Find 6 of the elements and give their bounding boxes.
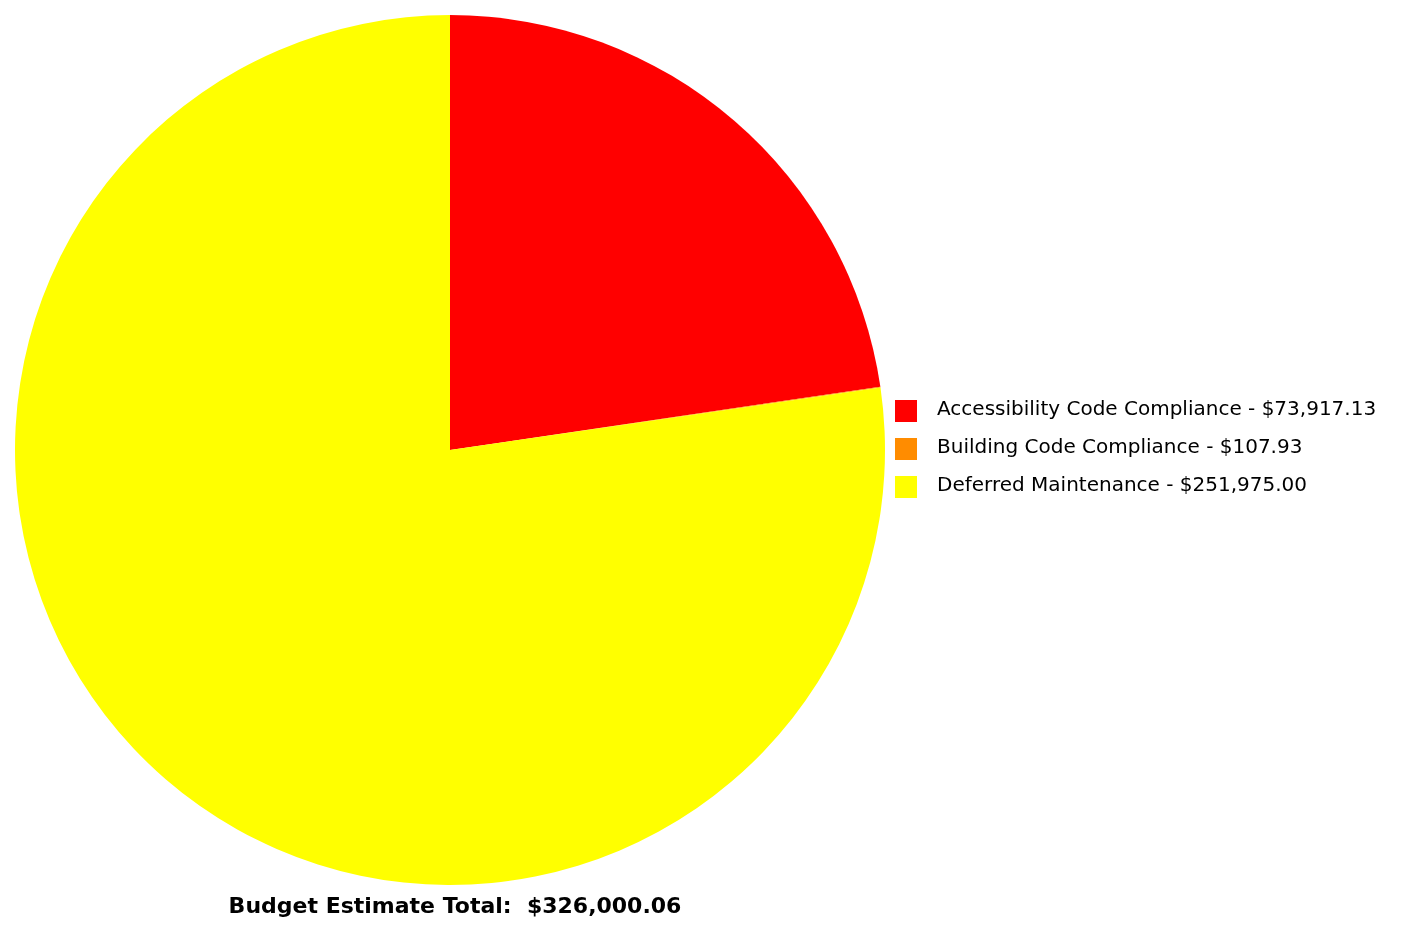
legend-label: Deferred Maintenance - $251,975.00: [937, 472, 1308, 496]
text: Budget Estimate Total: $326,000.06: [227, 893, 683, 918]
pie-slice: [450, 15, 881, 450]
pie-slice: [15, 15, 885, 885]
legend-label: Accessibility Code Compliance - $73,917.13: [937, 396, 1377, 420]
legend-label: Building Code Compliance - $107.93: [937, 434, 1303, 458]
